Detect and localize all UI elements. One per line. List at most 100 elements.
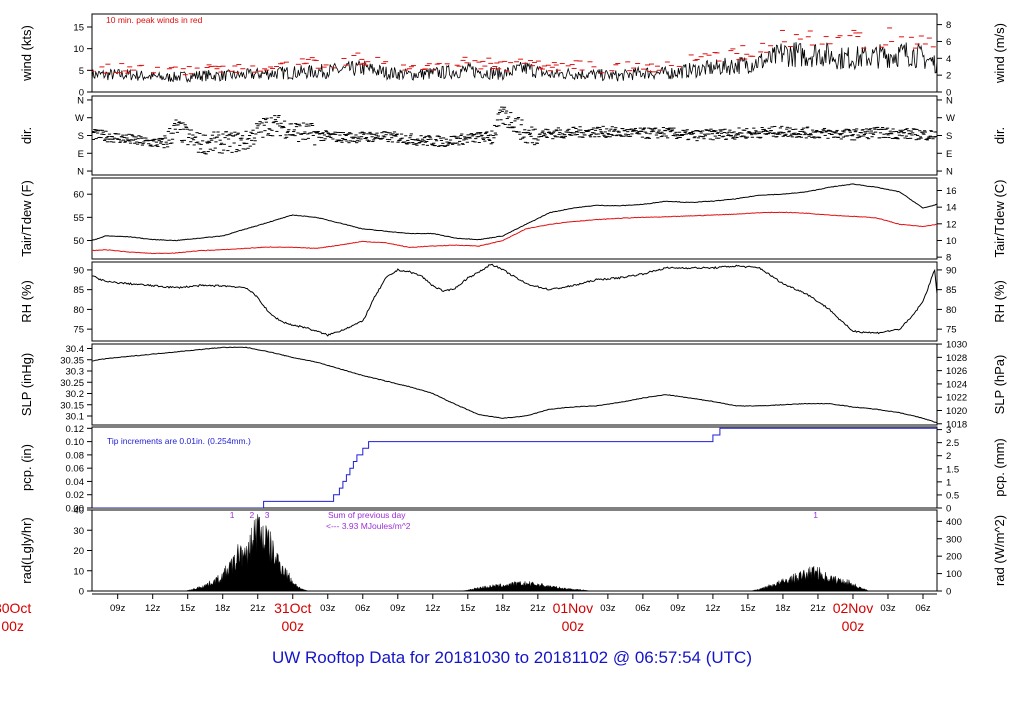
pcp-annotation: Tip increments are 0.01in. (0.254mm.) [107,436,251,446]
panel-plot-area [92,183,937,255]
left-tick-label: N [77,95,84,106]
left-tick-label: 55 [73,213,84,224]
x-tick-label: 03z [600,603,616,614]
right-tick-label: 1026 [946,366,967,377]
panel-plot-area [185,514,870,591]
left-tick-label: 30 [73,526,84,537]
right-tick-label: 1.5 [946,464,959,475]
panel-pcp: 0.00 0.02 0.04 0.06 0.08 0.10 0.12 0 0.5 1 1.5 2 2.5… [19,424,1007,515]
x-tick-label: 15z [180,603,196,614]
day-label-time: 00z [281,618,304,634]
left-tick-label: 0.06 [66,464,85,475]
left-tick-label: 0.02 [66,490,85,501]
right-tick-label: 1018 [946,419,967,430]
left-tick-label: 80 [73,305,84,316]
panel-plot-area [92,427,937,508]
series-tair-line [92,183,937,242]
panel-temp: 50 55 60 8 10 12 14 16 Tair/Tdew (F) Tair/Tdew (C… [19,177,1007,264]
series-slp-line [92,346,937,424]
right-tick-label: 14 [946,203,957,214]
left-tick-label: 10 [73,44,84,55]
right-tick-label: 400 [946,517,962,528]
left-tick-label: 50 [73,236,84,247]
day-label-time: 00z [842,618,865,634]
left-tick-label: 60 [73,190,84,201]
right-tick-label: 1 [946,477,951,488]
y-axis-label-right: pcp. (mm) [992,438,1007,497]
left-tick-label: 0 [79,587,84,598]
series-rh-line [92,263,937,337]
x-axis: 09z 12z 15z 18z 21z 03z 06z 09z 12z 15z 18z 21z 03z 0… [0,593,937,634]
series-tdew-line [92,211,937,255]
rad-area [185,514,870,591]
x-tick-label: 15z [460,603,476,614]
x-tick-label: 09z [390,603,406,614]
panel-frame [91,261,938,342]
day-label-time: 00z [1,618,24,634]
y-axis-label-right: rad (W/m^2) [992,515,1007,586]
left-tick-label: 20 [73,546,84,557]
right-tick-label: 8 [946,253,951,264]
day-label-date: 31Oct [274,600,311,616]
y-axis-label-right: Tair/Tdew (C) [992,179,1007,257]
left-tick-label: 0 [79,88,84,99]
right-tick-label: 10 [946,236,957,247]
right-tick-label: 2.5 [946,438,959,449]
rad-marker-label: 1 [230,510,235,520]
left-tick-label: W [75,113,84,124]
right-tick-label: 4 [946,54,951,65]
right-tick-label: 0.5 [946,490,959,501]
left-tick-label: 10 [73,566,84,577]
left-tick-label: N [77,167,84,178]
y-axis-label: wind (kts) [19,25,34,82]
left-tick-label: 0.12 [66,424,85,435]
right-tick-label: 1020 [946,406,967,417]
right-tick-label: 2 [946,71,951,82]
x-tick-label: 18z [775,603,791,614]
right-tick-label: 90 [946,265,957,276]
right-tick-label: 100 [946,569,962,580]
left-tick-label: 30.2 [66,389,85,400]
panel-frame [91,426,938,509]
left-tick-label: 90 [73,265,84,276]
rad-marker-label: 1 [813,510,818,520]
left-tick-label: 30.35 [60,355,84,366]
right-tick-label: 85 [946,285,957,296]
panel-frame [91,343,938,426]
panel-plot-area [92,27,937,83]
right-tick-label: 8 [946,20,951,31]
day-label-time: 00z [562,618,585,634]
panel-frame [91,177,938,260]
panel-plot-area [92,106,937,155]
x-tick-label: 12z [425,603,441,614]
x-tick-label: 09z [670,603,686,614]
right-tick-label: 300 [946,534,962,545]
right-tick-label: 2 [946,451,951,462]
left-tick-label: 0.10 [66,437,85,448]
right-tick-label: 1022 [946,393,967,404]
right-tick-label: 1024 [946,379,967,390]
left-tick-label: 15 [73,23,84,34]
x-tick-label: 18z [495,603,511,614]
right-tick-label: 80 [946,305,957,316]
panel-plot-area [92,263,937,337]
left-tick-label: 0.04 [66,477,85,488]
panel-plot-area [92,346,937,424]
right-tick-label: 75 [946,325,957,336]
y-axis-label-right: RH (%) [992,280,1007,323]
x-tick-label: 15z [740,603,756,614]
y-axis-label: rad(Lgly/hr) [19,517,34,583]
left-tick-label: E [78,149,84,160]
day-label-date: 02Nov [833,600,873,616]
day-label-date: 30Oct [0,600,31,616]
right-tick-label: 12 [946,219,957,230]
left-tick-label: 30.15 [60,400,84,411]
left-tick-label: 30.4 [66,344,85,355]
x-tick-label: 03z [320,603,336,614]
left-tick-label: 30.1 [66,412,85,423]
